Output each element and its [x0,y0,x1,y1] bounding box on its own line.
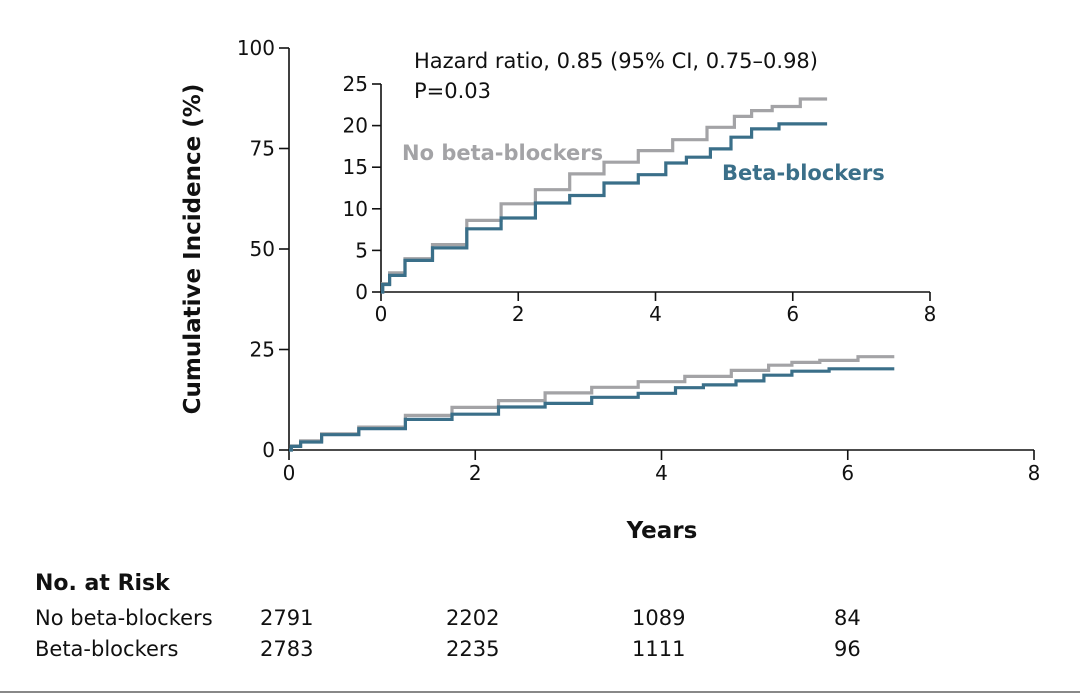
inset-axes [380,84,930,293]
inset-x-tick-label: 2 [512,302,525,326]
bottom-rule [0,691,1080,693]
main-x-tick-label: 6 [841,461,854,485]
inset-series-no-beta-blockers [381,97,828,294]
inset-ticks: 0 2 4 6 8 0 5 10 15 20 25 [343,72,937,326]
risk-cell: 2202 [446,606,499,630]
inset-y-tick-label: 15 [343,155,368,179]
hazard-ratio-annotation: Hazard ratio, 0.85 (95% CI, 0.75–0.98) [414,49,818,73]
risk-cell: 84 [834,606,861,630]
series-label-no-beta-blockers: No beta-blockers [402,141,603,165]
main-y-tick-label: 25 [250,338,275,362]
main-series [289,355,895,452]
main-axes [288,48,1034,451]
main-x-tick-label: 2 [469,461,482,485]
risk-cell: 2783 [260,637,313,661]
inset-x-tick-label: 0 [375,302,388,326]
inset-plot: 0 2 4 6 8 0 5 10 15 20 25 Hazard ratio, 0.85 (95% … [343,49,937,326]
risk-table-title: No. at Risk [35,571,171,596]
risk-cell: 2235 [446,637,499,661]
inset-x-tick-label: 4 [649,302,662,326]
inset-y-tick-label: 20 [343,114,368,138]
main-x-tick-label: 0 [283,461,296,485]
y-axis-label: Cumulative Incidence (%) [180,84,206,415]
main-x-tick-label: 8 [1028,461,1041,485]
risk-cell: 2791 [260,606,313,630]
main-x-tick-label: 4 [655,461,668,485]
risk-cell: 96 [834,637,861,661]
inset-x-tick-label: 6 [786,302,799,326]
risk-row-label: Beta-blockers [35,637,178,661]
main-y-tick-label: 75 [250,137,275,161]
inset-y-tick-label: 25 [343,72,368,96]
x-axis-label: Years [626,518,698,544]
main-y-tick-label: 100 [237,36,275,60]
risk-cell: 1111 [632,637,685,661]
main-series-beta-blockers [289,367,895,452]
risk-table: No. at Risk No beta-blockers 2791 2202 1… [35,571,861,661]
inset-y-tick-label: 10 [343,197,368,221]
p-value-annotation: P=0.03 [414,79,491,103]
inset-y-tick-label: 0 [355,280,368,304]
risk-row-label: No beta-blockers [35,606,213,630]
inset-series-beta-blockers [381,122,828,294]
main-y-tick-label: 0 [262,438,275,462]
series-label-beta-blockers: Beta-blockers [722,161,885,185]
inset-x-tick-label: 8 [924,302,937,326]
inset-series [381,97,828,294]
inset-y-tick-label: 5 [355,238,368,262]
main-y-tick-label: 50 [250,237,275,261]
risk-cell: 1089 [632,606,685,630]
